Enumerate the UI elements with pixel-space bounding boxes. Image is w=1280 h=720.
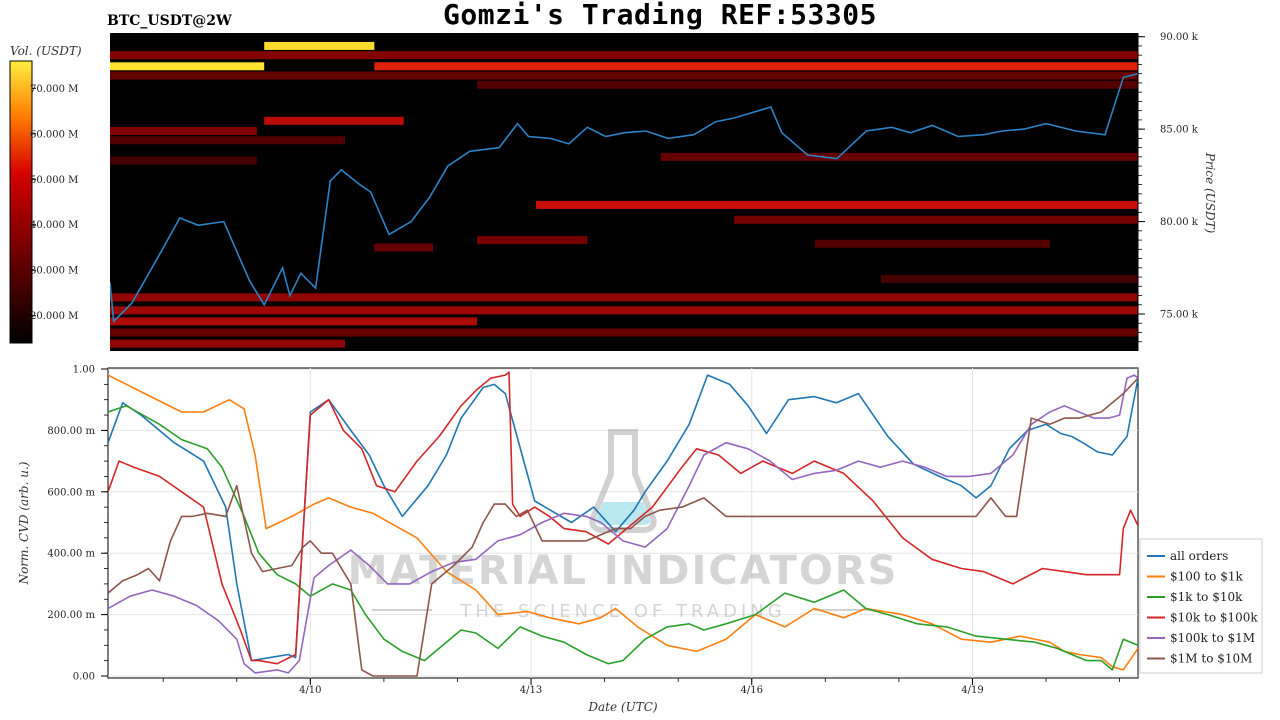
price-tick-label: 90.00 k bbox=[1160, 32, 1199, 43]
symbol-label: BTC_USDT@2W bbox=[107, 13, 232, 29]
cvd-y-tick-label: 0.00 bbox=[73, 672, 95, 683]
liquidity-band bbox=[110, 51, 1138, 60]
heatmap-panel: 90.00 k 85.00 k 80.00 k 75.00 k Price (USDT… bbox=[110, 32, 1217, 351]
liquidity-band bbox=[110, 62, 265, 71]
liquidity-band bbox=[264, 41, 375, 50]
liquidity-band bbox=[374, 243, 434, 252]
liquidity-band bbox=[110, 71, 1138, 80]
cvd-series-line bbox=[108, 374, 1138, 662]
colorbar-tick-label: 50.000 M bbox=[30, 175, 78, 186]
cvd-y-axis-label: Norm. CVD (arb. u.) bbox=[17, 461, 31, 585]
liquidity-band bbox=[110, 156, 257, 165]
colorbar-tick-label: 60.000 M bbox=[30, 129, 78, 140]
legend-label: $100 to $1k bbox=[1170, 570, 1243, 584]
liquidity-band bbox=[660, 152, 1138, 161]
colorbar-label: Vol. (USDT) bbox=[10, 44, 82, 58]
colorbar-tick-label: 20.000 M bbox=[30, 311, 78, 322]
liquidity-band bbox=[110, 126, 257, 135]
colorbar-tick-label: 30.000 M bbox=[30, 266, 78, 277]
cvd-y-tick-label: 600.00 m bbox=[47, 487, 95, 498]
legend-label: $1M to $10M bbox=[1170, 652, 1252, 666]
cvd-x-tick-label: 4/10 bbox=[299, 685, 321, 696]
colorbar: Vol. (USDT) 70.000 M 60.000 M 50.000 M 40.0… bbox=[9, 44, 82, 344]
colorbar-tick-label: 70.000 M bbox=[30, 84, 78, 95]
cvd-x-tick-label: 4/16 bbox=[741, 685, 763, 696]
cvd-y-tick-label: 800.00 m bbox=[47, 426, 95, 437]
liquidity-band bbox=[734, 215, 1138, 224]
cvd-x-tick-label: 4/19 bbox=[961, 685, 983, 696]
cvd-series-line bbox=[108, 404, 1138, 671]
watermark-tagline: THE SCIENCE OF TRADING bbox=[459, 601, 785, 622]
liquidity-band bbox=[477, 236, 588, 245]
price-tick-label: 80.00 k bbox=[1160, 217, 1199, 228]
price-line bbox=[110, 72, 1138, 324]
price-tick-label: 85.00 k bbox=[1160, 125, 1199, 136]
liquidity-band bbox=[374, 62, 1138, 71]
cvd-series-line bbox=[108, 377, 1138, 677]
liquidity-band bbox=[110, 293, 1138, 302]
legend-label: $100k to $1M bbox=[1170, 631, 1255, 645]
liquidity-band bbox=[110, 317, 478, 326]
watermark: MATERIAL INDICATORS THE SCIENCE OF TRADI… bbox=[348, 429, 899, 622]
cvd-panel: MATERIAL INDICATORS THE SCIENCE OF TRADI… bbox=[17, 365, 1263, 714]
cvd-series-line bbox=[108, 371, 1138, 665]
cvd-x-axis-label: Date (UTC) bbox=[587, 700, 657, 714]
liquidity-band bbox=[110, 306, 1138, 315]
watermark-brand: MATERIAL INDICATORS bbox=[348, 548, 899, 594]
cvd-y-tick-label: 1.00 bbox=[73, 365, 95, 376]
liquidity-band bbox=[881, 274, 1138, 283]
liquidity-band bbox=[110, 136, 345, 145]
price-axis-label: Price (USDT) bbox=[1203, 152, 1217, 234]
cvd-series-line bbox=[108, 374, 1138, 674]
colorbar-tick-label: 40.000 M bbox=[30, 220, 78, 231]
cvd-series-line bbox=[108, 374, 1138, 671]
liquidity-band bbox=[535, 200, 1138, 209]
legend-label: $1k to $10k bbox=[1170, 590, 1243, 604]
liquidity-band bbox=[264, 116, 404, 125]
colorbar-gradient bbox=[9, 60, 33, 344]
legend-label: all orders bbox=[1170, 549, 1228, 563]
legend-box bbox=[1139, 538, 1263, 674]
liquidity-band bbox=[477, 80, 1138, 89]
price-tick-label: 75.00 k bbox=[1160, 310, 1199, 321]
cvd-x-tick-label: 4/13 bbox=[520, 685, 542, 696]
flask-icon bbox=[589, 429, 657, 533]
liquidity-band bbox=[814, 239, 1050, 248]
cvd-y-tick-label: 400.00 m bbox=[47, 549, 95, 560]
main-title: Gomzi's Trading REF:53305 bbox=[443, 0, 877, 31]
cvd-y-tick-label: 200.00 m bbox=[47, 610, 95, 621]
liquidity-band bbox=[110, 339, 345, 348]
liquidity-band bbox=[110, 328, 1138, 337]
legend-label: $10k to $100k bbox=[1170, 611, 1258, 625]
legend: all orders $100 to $1k $1k to $10k $10k to … bbox=[1139, 538, 1263, 674]
